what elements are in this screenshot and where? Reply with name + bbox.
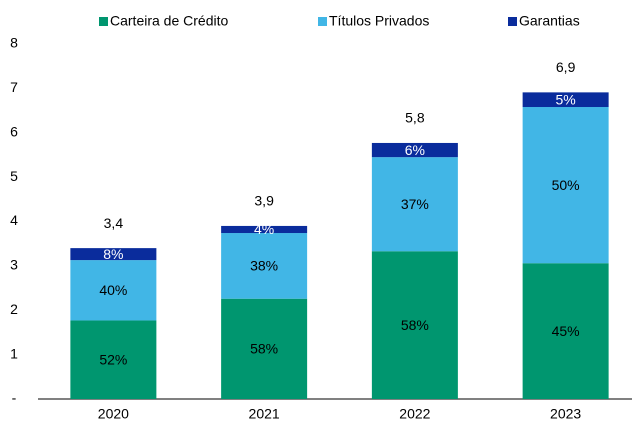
y-tick-label: 7	[10, 79, 18, 95]
segment-label: 58%	[250, 341, 278, 357]
bar-segment	[522, 107, 609, 264]
total-label: 3,9	[254, 193, 274, 209]
total-label: 6,9	[556, 59, 576, 75]
y-tick-label: 8	[10, 35, 18, 51]
bar-segment	[371, 251, 458, 399]
legend-swatch	[99, 17, 108, 26]
total-label: 3,4	[104, 215, 124, 231]
legend-label: Títulos Privados	[329, 13, 429, 29]
bar-segment	[371, 157, 458, 252]
total-label: 5,8	[405, 110, 425, 126]
y-tick-label: 4	[10, 212, 18, 228]
bar-segment	[522, 263, 609, 399]
legend-label: Garantias	[519, 13, 580, 29]
bar-segment	[221, 233, 308, 299]
bar-segment	[70, 320, 157, 399]
x-tick-label: 2021	[249, 406, 280, 422]
bar-segment	[70, 248, 157, 261]
x-tick-label: 2020	[98, 406, 129, 422]
y-tick-label: 5	[10, 168, 18, 184]
segment-label: 37%	[401, 196, 429, 212]
segment-label: 40%	[99, 282, 127, 298]
segment-label: 45%	[552, 323, 580, 339]
segment-label: 58%	[401, 317, 429, 333]
segment-label: 8%	[103, 246, 123, 262]
bar-segment	[221, 298, 308, 399]
bar-segment	[371, 142, 458, 158]
segment-label: 4%	[254, 221, 274, 237]
legend-swatch	[318, 17, 327, 26]
y-tick-label: 2	[10, 301, 18, 317]
y-tick-label: -	[12, 390, 17, 406]
legend-label: Carteira de Crédito	[110, 13, 228, 29]
segment-label: 38%	[250, 258, 278, 274]
segment-label: 5%	[556, 91, 576, 107]
y-tick-label: 1	[10, 345, 18, 361]
segment-label: 6%	[405, 142, 425, 158]
bar-segment	[522, 92, 609, 108]
y-tick-label: 3	[10, 257, 18, 273]
x-tick-label: 2023	[550, 406, 581, 422]
legend-swatch	[508, 17, 517, 26]
segment-label: 50%	[552, 177, 580, 193]
x-tick-label: 2022	[399, 406, 430, 422]
bar-segment	[221, 225, 308, 234]
segment-label: 52%	[99, 351, 127, 367]
y-tick-label: 6	[10, 123, 18, 139]
bar-segment	[70, 260, 157, 321]
